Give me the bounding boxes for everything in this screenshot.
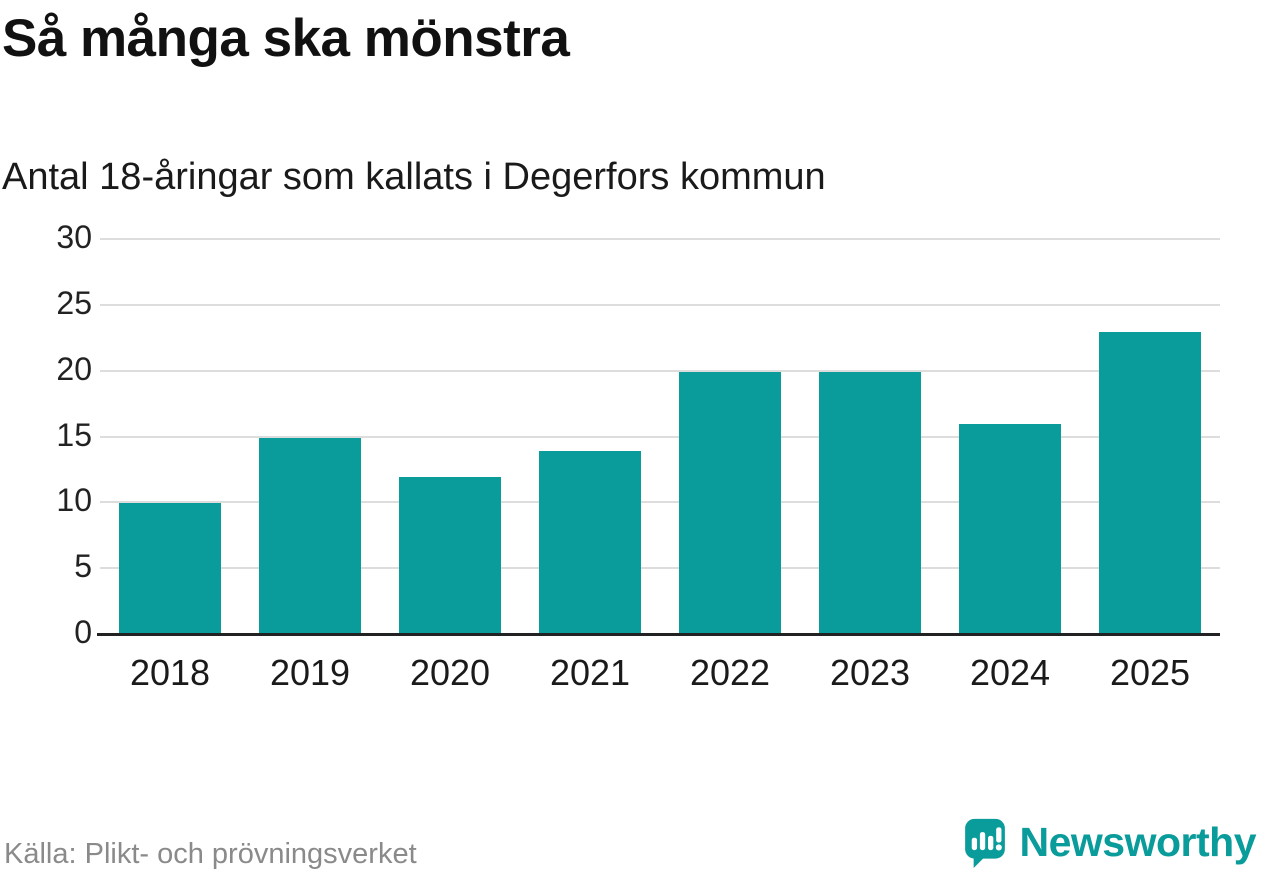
- bar-2024: [958, 424, 1062, 635]
- y-tick-label-5: 5: [74, 548, 92, 585]
- bar-series: [100, 238, 1220, 635]
- bar-2018: [118, 503, 222, 635]
- chart-subtitle: Antal 18-åringar som kallats i Degerfors…: [2, 156, 826, 198]
- y-tick-label-0: 0: [74, 614, 92, 651]
- gridline-25: [100, 303, 1220, 306]
- y-tick-label-20: 20: [56, 350, 92, 387]
- bar-band-2024: [940, 238, 1080, 635]
- bar-band-2021: [520, 238, 660, 635]
- x-tick-label-2025: 2025: [1109, 652, 1191, 693]
- bar-2021: [538, 450, 642, 635]
- x-tick-label-2023: 2023: [829, 652, 911, 693]
- gridline-15: [100, 435, 1220, 438]
- y-tick-label-10: 10: [56, 482, 92, 519]
- bar-band-2020: [380, 238, 520, 635]
- x-tick-label-2020: 2020: [409, 652, 491, 693]
- bar-2022: [678, 371, 782, 635]
- bar-2019: [258, 437, 362, 635]
- bar-2020: [398, 477, 502, 635]
- bar-band-2022: [660, 238, 800, 635]
- newsworthy-wordmark: Newsworthy: [1019, 819, 1257, 865]
- bar-2025: [1098, 332, 1202, 635]
- x-tick-label-2024: 2024: [969, 652, 1051, 693]
- x-axis-line: [97, 633, 1220, 636]
- bar-band-2019: [240, 238, 380, 635]
- gridline-20: [100, 369, 1220, 372]
- bar-chart: 0 5 10 15 20 25 30 2018 2019 2020 2021 2022 2023 202…: [0, 219, 1262, 708]
- x-tick-label-2022: 2022: [689, 652, 771, 693]
- gridline-5: [100, 567, 1220, 570]
- bar-band-2018: [100, 238, 240, 635]
- chart-title: Så många ska mönstra: [2, 9, 570, 68]
- bar-band-2023: [800, 238, 940, 635]
- bar-band-2025: [1080, 238, 1220, 635]
- x-tick-label-2021: 2021: [549, 652, 631, 693]
- bar-2023: [818, 371, 922, 635]
- x-tick-label-2018: 2018: [129, 652, 211, 693]
- x-tick-label-2019: 2019: [269, 652, 351, 693]
- y-tick-label-25: 25: [56, 284, 92, 321]
- newsworthy-logo-icon: [964, 818, 1005, 869]
- y-tick-label-15: 15: [56, 416, 92, 453]
- source-note: Källa: Plikt- och prövningsverket: [4, 838, 417, 870]
- y-tick-label-30: 30: [56, 219, 92, 256]
- x-axis-labels: 2018 2019 2020 2021 2022 2023 2024 2025: [100, 652, 1220, 694]
- gridline-30: [100, 238, 1220, 240]
- newsworthy-logo: Newsworthy: [962, 816, 1257, 869]
- gridline-10: [100, 501, 1220, 504]
